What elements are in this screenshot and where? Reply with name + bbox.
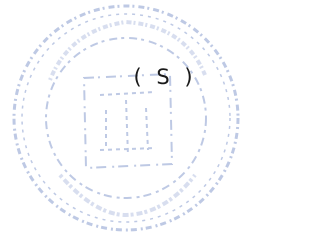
stamp-scan: ( S ) [0, 0, 250, 245]
stamp-mark: ( S ) [133, 65, 196, 89]
faded-seal [14, 6, 238, 230]
seal-emblem-lines [100, 92, 156, 155]
